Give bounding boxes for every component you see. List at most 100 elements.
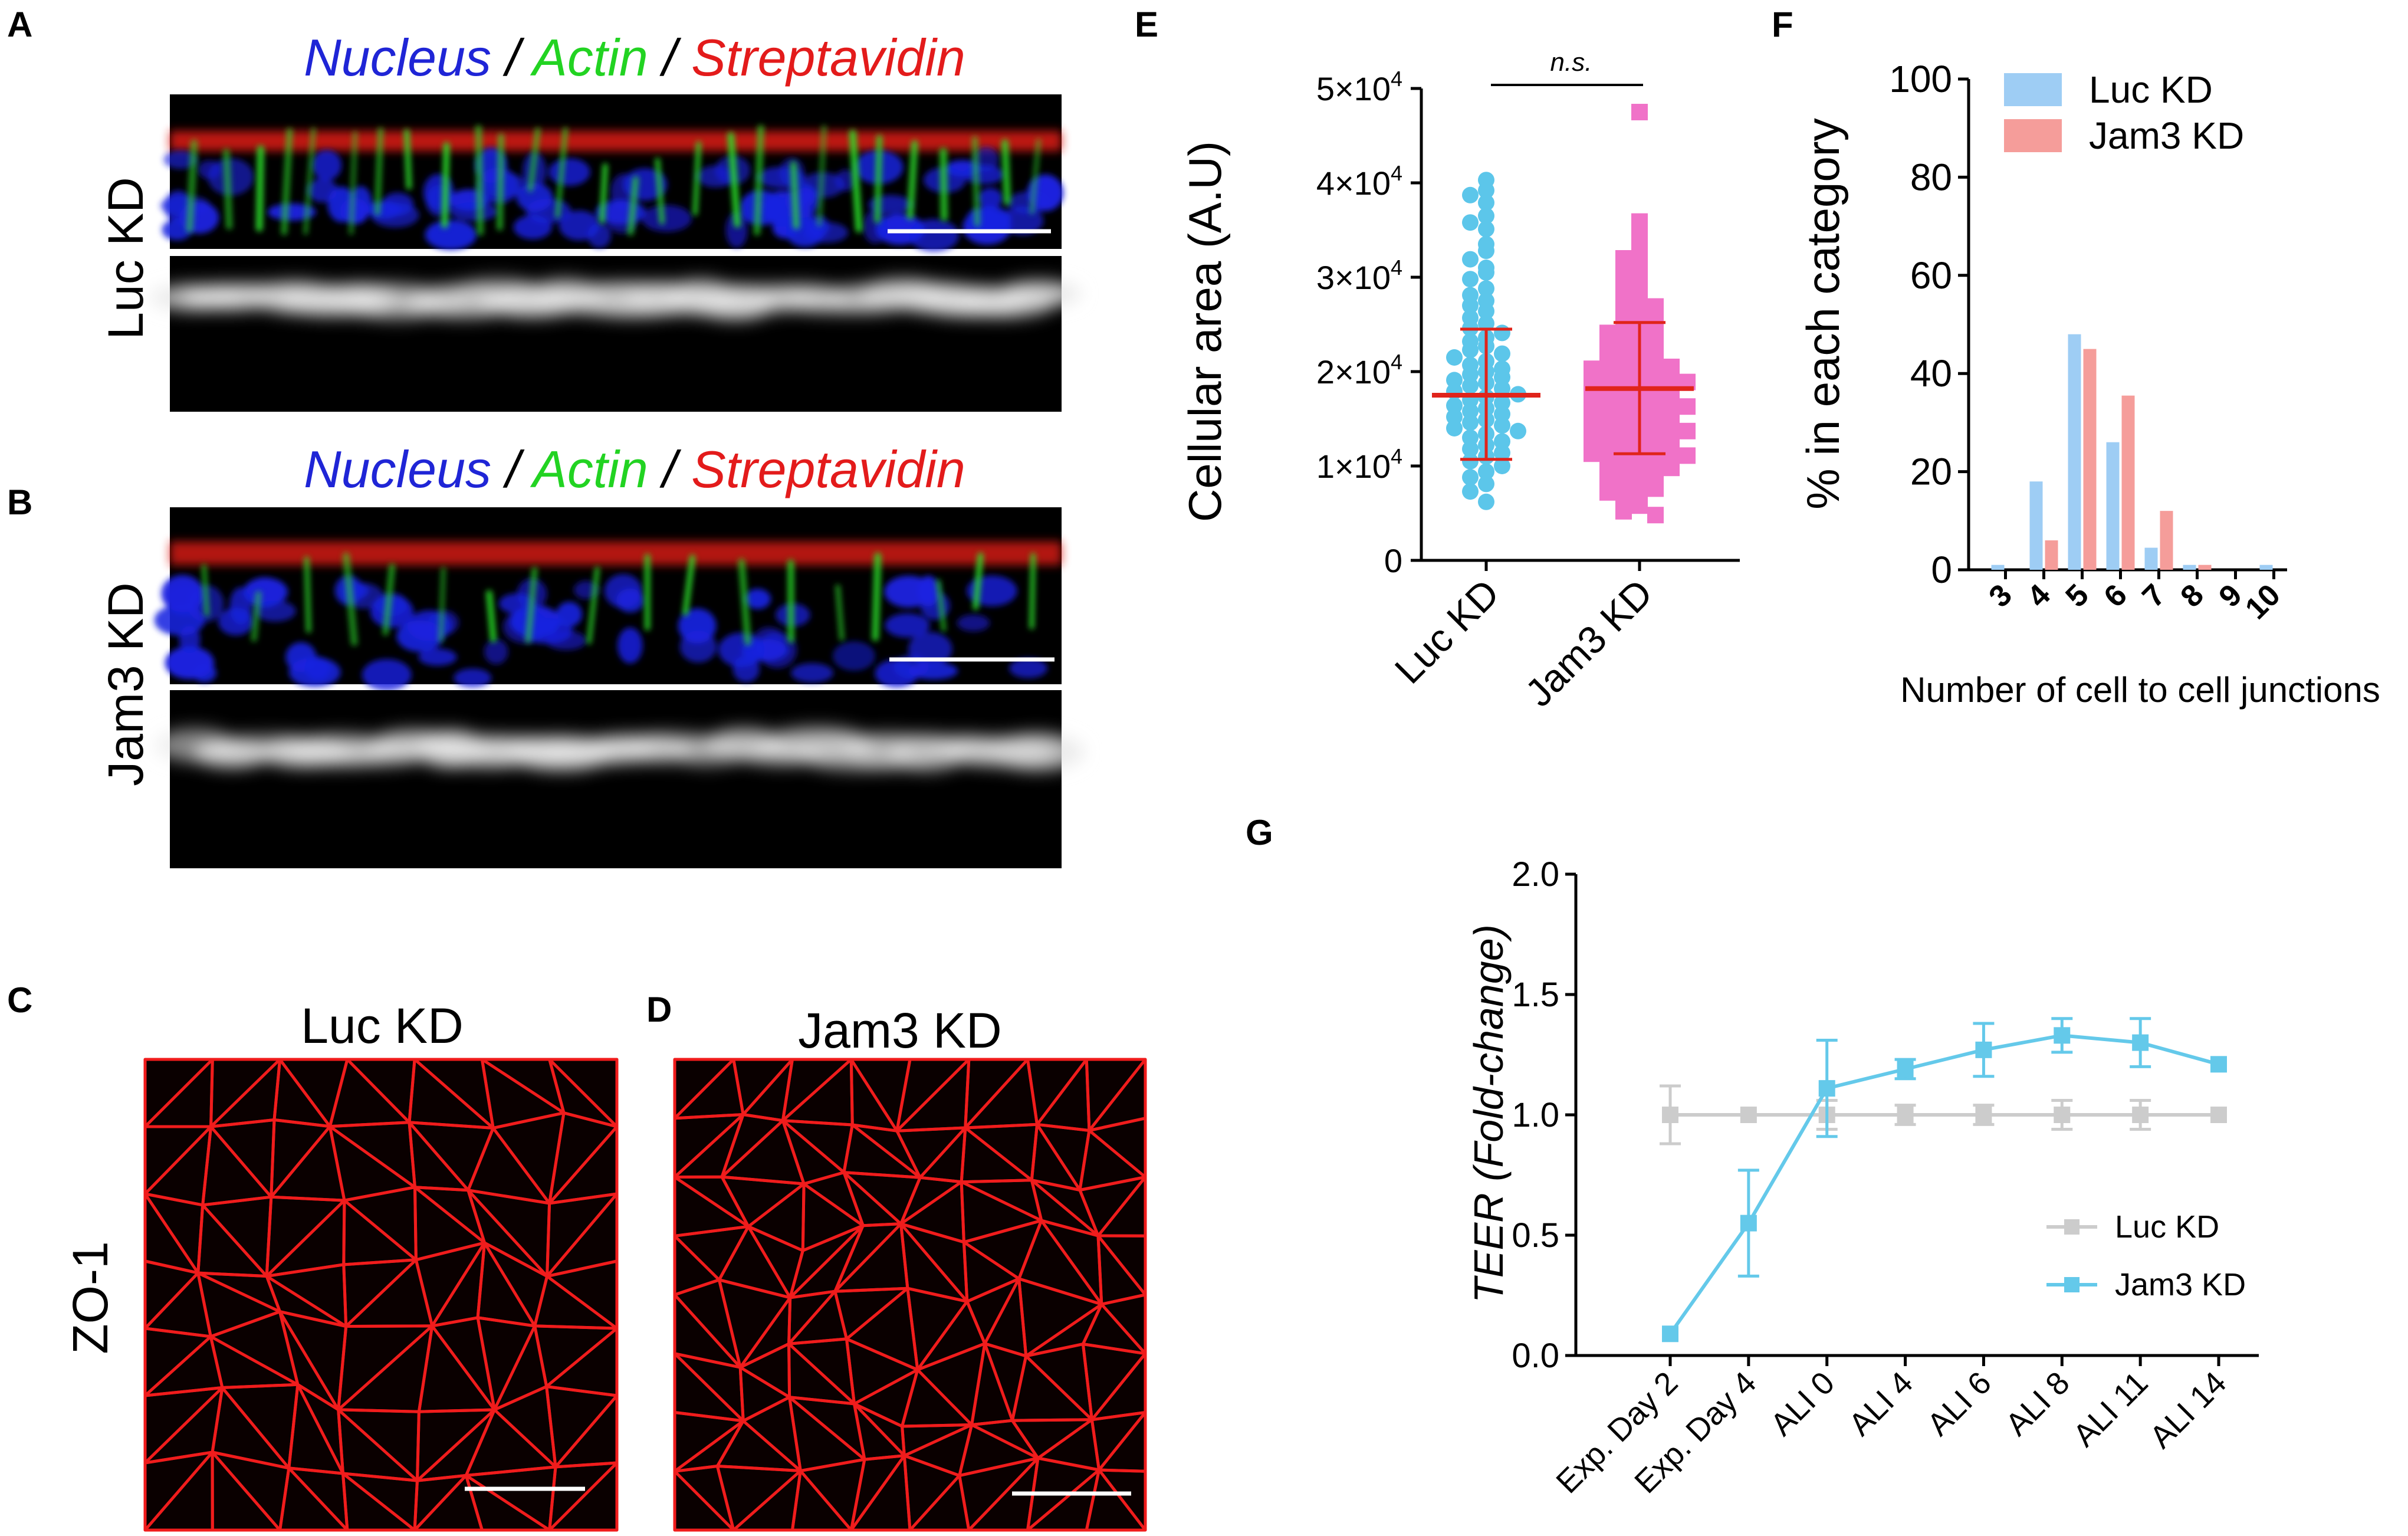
cell-junction xyxy=(732,1469,801,1531)
cell-junction xyxy=(546,1193,618,1278)
actin-fiber xyxy=(939,147,948,221)
g-x-tick-label: ALI 14 xyxy=(2143,1365,2233,1455)
panel-c: C Luc KD ZO-1 xyxy=(7,980,619,1532)
nucleus-blob xyxy=(192,664,216,683)
e-point-luc xyxy=(1494,406,1510,422)
actin-fiber xyxy=(202,564,209,616)
panel-b-row-label: Jam3 KD xyxy=(98,582,153,786)
e-point-luc xyxy=(1478,242,1494,260)
e-point-luc xyxy=(1494,394,1510,411)
e-y-tick-label: 4×104 xyxy=(1316,161,1402,202)
f-y-tick-label: 60 xyxy=(1910,254,1952,297)
e-point-luc xyxy=(1494,380,1510,397)
cell-junction xyxy=(413,1058,494,1130)
e-point-luc xyxy=(1462,403,1479,420)
cell-junction xyxy=(674,1470,735,1531)
e-y-tick-label: 5×104 xyxy=(1316,67,1402,107)
cell-junction xyxy=(144,1451,213,1531)
legend-swatch-jam3 xyxy=(2004,119,2062,152)
panel-a-channel-title: Nucleus / Actin / Streptavidin xyxy=(304,28,965,87)
f-bar-jam3 xyxy=(2045,540,2058,570)
e-point-jam3 xyxy=(1599,457,1616,474)
e-point-luc xyxy=(1494,433,1510,450)
e-x-tick-label: Luc KD xyxy=(1387,571,1507,692)
cell-junction xyxy=(1097,1176,1146,1237)
cell-junction xyxy=(742,1419,801,1472)
cell-junction xyxy=(963,1240,1020,1280)
cell-junction xyxy=(674,1419,744,1473)
actin-fiber xyxy=(186,139,198,233)
e-x-tick-label: Jam3 KD xyxy=(1517,571,1661,715)
actin-fiber xyxy=(835,584,844,641)
legend-label-luc: Luc KD xyxy=(2115,1209,2219,1245)
g-legend: Luc KD Jam3 KD xyxy=(2046,1209,2246,1302)
signal-band xyxy=(996,280,1081,307)
cell-junction xyxy=(1040,1219,1103,1305)
cell-junction xyxy=(787,1290,836,1345)
nucleus-blob xyxy=(973,147,999,172)
e-point-jam3 xyxy=(1679,398,1696,415)
e-point-luc xyxy=(1478,194,1494,211)
nucleus-blob xyxy=(696,165,735,188)
e-stats xyxy=(1432,321,1694,461)
actin-fiber xyxy=(682,554,695,616)
cell-junction xyxy=(916,1368,973,1426)
cell-junction xyxy=(209,1125,272,1198)
cell-junction xyxy=(346,1058,410,1124)
cell-junction xyxy=(1030,1179,1099,1237)
actin-fiber xyxy=(382,563,395,636)
legend-marker-jam3 xyxy=(2064,1277,2080,1292)
e-point-luc xyxy=(1478,182,1494,199)
actin-fiber xyxy=(875,134,882,224)
nucleus-blob xyxy=(454,668,492,688)
cell-junction xyxy=(967,1457,1039,1531)
e-point-luc xyxy=(1462,186,1479,204)
actin-fiber xyxy=(374,127,383,216)
g-point-jam3 xyxy=(1897,1061,1914,1078)
e-point-jam3 xyxy=(1663,460,1680,477)
e-point-luc xyxy=(1510,422,1526,439)
panel-a: A Nucleus / Actin / Streptavidin Luc KD xyxy=(7,5,1081,412)
cell-junction xyxy=(197,1271,281,1313)
f-bar-luc xyxy=(2183,564,2196,570)
cell-junction xyxy=(1097,1235,1146,1296)
legend-label-luc: Luc KD xyxy=(2089,68,2213,111)
cell-junction xyxy=(416,1409,496,1482)
f-legend: Luc KD Jam3 KD xyxy=(2004,68,2244,157)
g-x-tick-label: ALI 8 xyxy=(1999,1365,2077,1443)
cell-junction xyxy=(1088,1129,1146,1179)
nucleus-blob xyxy=(740,190,783,226)
micrograph-jam3-merged xyxy=(154,507,1062,691)
nucleus-blob xyxy=(449,202,498,221)
cell-junction xyxy=(265,1275,347,1328)
e-point-jam3 xyxy=(1679,447,1696,464)
cell-junction xyxy=(803,1182,864,1227)
cell-junction xyxy=(337,1409,419,1482)
nucleus-blob xyxy=(267,203,317,221)
e-point-luc xyxy=(1462,429,1479,446)
e-point-luc xyxy=(1462,453,1479,470)
panel-c-title: Luc KD xyxy=(301,998,463,1053)
panel-g: G TEER (Fold-change) 0.00.51.01.52.0Exp.… xyxy=(1246,813,2259,1500)
cell-junction xyxy=(1036,1123,1082,1191)
f-y-tick-label: 20 xyxy=(1910,451,1952,493)
cell-junction xyxy=(904,1423,973,1458)
f-x-tick-label: 6 xyxy=(2098,577,2134,613)
actin-fiber xyxy=(556,127,567,218)
e-point-jam3 xyxy=(1631,497,1648,514)
e-point-jam3 xyxy=(1679,422,1696,439)
micrograph-luc-streptavidin xyxy=(149,256,1081,412)
nucleus-blob xyxy=(245,577,284,608)
actin-fiber xyxy=(817,125,826,227)
cell-junction xyxy=(964,1058,1029,1129)
cell-junction xyxy=(548,1125,618,1204)
cell-junction xyxy=(789,1224,865,1299)
actin-fiber xyxy=(256,145,264,232)
cell-junction xyxy=(413,1474,468,1531)
cell-junction xyxy=(964,1126,1033,1181)
cell-junction xyxy=(747,1183,805,1228)
f-bar-jam3 xyxy=(2160,511,2173,570)
cell-junction xyxy=(296,1384,344,1475)
e-point-luc xyxy=(1462,342,1479,359)
cell-junction xyxy=(674,1058,735,1120)
